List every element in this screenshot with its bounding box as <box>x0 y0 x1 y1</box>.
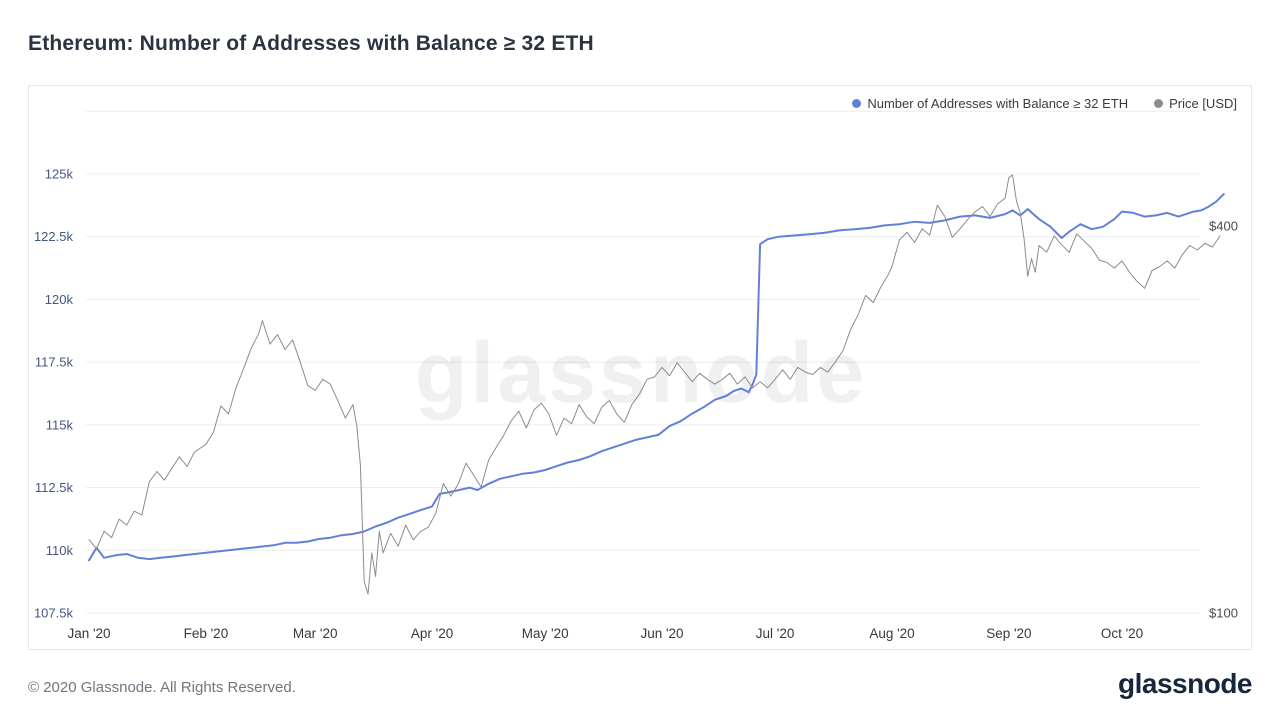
left-axis-tick: 110k <box>46 543 74 558</box>
chart-legend: Number of Addresses with Balance ≥ 32 ET… <box>852 96 1237 111</box>
series-line <box>88 193 1225 562</box>
legend-item[interactable]: Number of Addresses with Balance ≥ 32 ET… <box>852 96 1128 111</box>
x-axis-tick: Oct '20 <box>1101 626 1143 641</box>
x-axis-tick: Jan '20 <box>67 626 110 641</box>
x-axis-tick: Jul '20 <box>756 626 795 641</box>
watermark: glassnode <box>415 325 867 421</box>
legend-item[interactable]: Price [USD] <box>1154 96 1237 111</box>
x-axis-tick: Sep '20 <box>986 626 1031 641</box>
x-axis-tick: Apr '20 <box>411 626 453 641</box>
x-axis-tick: Jun '20 <box>640 626 683 641</box>
left-axis-tick: 122.5k <box>34 229 74 244</box>
chart-card: Number of Addresses with Balance ≥ 32 ET… <box>28 85 1252 650</box>
copyright-text: © 2020 Glassnode. All Rights Reserved. <box>28 679 296 696</box>
right-axis-tick: $400 <box>1209 219 1238 234</box>
x-axis-tick: Aug '20 <box>869 626 914 641</box>
page-title: Ethereum: Number of Addresses with Balan… <box>28 32 594 55</box>
legend-dot-icon <box>1154 99 1164 108</box>
legend-dot-icon <box>852 99 862 108</box>
left-axis-tick: 115k <box>46 417 74 432</box>
legend-label: Number of Addresses with Balance ≥ 32 ET… <box>867 96 1129 111</box>
series-line <box>88 174 1221 595</box>
x-axis-tick: Feb '20 <box>184 626 229 641</box>
glassnode-logo: glassnode <box>1118 668 1252 699</box>
left-axis-tick: 125k <box>45 167 74 182</box>
chart-svg[interactable]: glassnode 107.5k 110k 112.5k 115k 117.5k 120k 1… <box>29 86 1253 651</box>
legend-label: Price [USD] <box>1169 96 1237 111</box>
left-axis-tick: 117.5k <box>35 355 74 370</box>
left-axis-tick: 107.5k <box>34 606 74 621</box>
left-axis-tick: 120k <box>45 292 74 307</box>
x-axis-tick: Mar '20 <box>293 626 338 641</box>
left-axis-tick: 112.5k <box>35 480 74 495</box>
right-axis-tick: $100 <box>1209 606 1238 621</box>
x-axis-tick: May '20 <box>522 626 569 641</box>
